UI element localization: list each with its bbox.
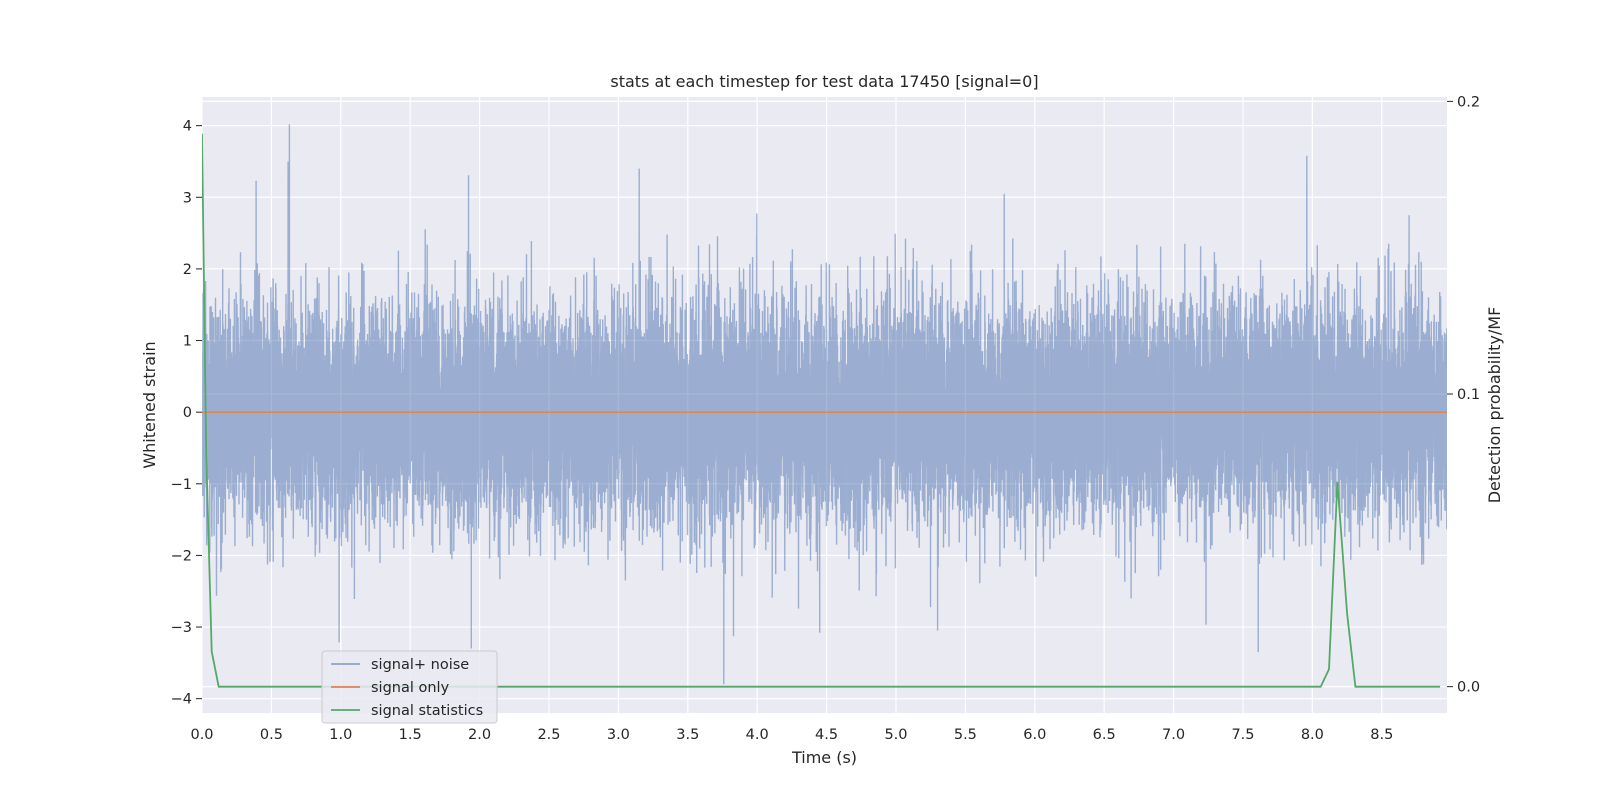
x-tick-label: 0.5 [260,727,283,743]
y-tick-label: 0 [183,405,192,421]
legend: signal+ noise signal only signal statist… [321,650,498,724]
x-tick-label: 2.5 [537,727,560,743]
y-tick-label: −1 [171,477,192,493]
x-tick-label: 2.0 [468,727,491,743]
series-line-signal-statistics [202,133,1441,688]
series-line-signal-noise [202,124,1447,685]
legend-box [321,650,498,724]
x-tick-label: 4.0 [746,727,769,743]
y2-tick-label: 0.0 [1457,680,1480,696]
x-tick-label: 7.0 [1162,727,1185,743]
x-axis-label: Time (s) [791,748,857,767]
x-tick-label: 6.0 [1023,727,1046,743]
x-tick-label: 8.0 [1301,727,1324,743]
x-tick-label: 3.5 [676,727,699,743]
legend-label-signal-statistics: signal statistics [371,703,483,719]
y-tick-label: 3 [183,190,192,206]
x-tick-label: 7.5 [1231,727,1254,743]
legend-label-signal-noise: signal+ noise [371,657,469,673]
legend-label-signal-only: signal only [371,680,450,696]
y2-tick-label: 0.2 [1457,94,1480,110]
y-tick-label: −4 [171,692,192,708]
x-tick-label: 6.5 [1093,727,1116,743]
axes: 0.0 0.5 1.0 1.5 2.0 2.5 3.0 3.5 4.0 4.5 5.0 5.5 6.0 6… [171,94,1480,743]
y-tick-label: −3 [171,620,192,636]
x-tick-label: 1.5 [399,727,422,743]
y-axis-label: Whitened strain [140,341,159,468]
x-tick-label: 1.0 [329,727,352,743]
x-tick-label: 5.0 [884,727,907,743]
x-tick-label: 8.5 [1370,727,1393,743]
chart-title: stats at each timestep for test data 174… [610,72,1038,91]
x-tick-label: 3.0 [607,727,630,743]
x-tick-label: 5.5 [954,727,977,743]
y-tick-label: −2 [171,548,192,564]
y-tick-label: 2 [183,262,192,278]
series-layer [202,124,1447,688]
y-tick-label: 4 [183,119,192,135]
x-tick-label: 4.5 [815,727,838,743]
y2-axis-label: Detection probability/MF [1485,307,1504,504]
y-tick-label: 1 [183,334,192,350]
x-tick-label: 0.0 [190,727,213,743]
y2-tick-label: 0.1 [1457,387,1480,403]
